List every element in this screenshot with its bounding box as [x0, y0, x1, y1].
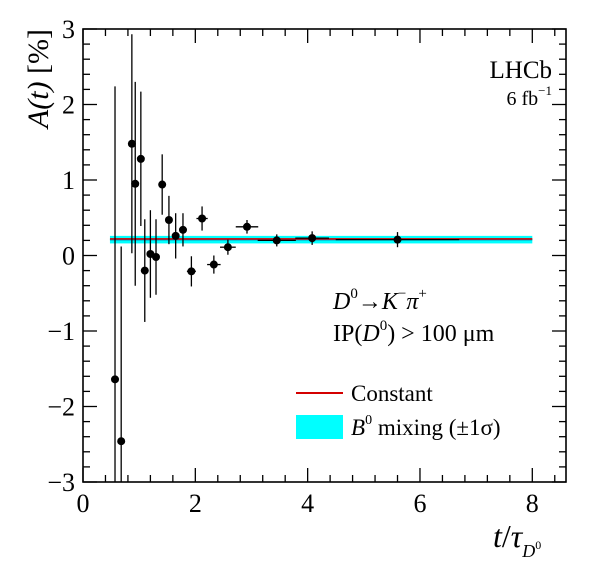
data-point [117, 246, 126, 482]
x-axis-label-main: t [493, 518, 503, 554]
data-points-layer [111, 34, 460, 482]
data-point [257, 234, 296, 247]
data-point-marker [171, 231, 180, 240]
data-point-marker [198, 214, 207, 223]
x-axis-label-tau: τ [511, 518, 524, 554]
data-point-marker [178, 225, 187, 234]
data-point-marker [158, 180, 167, 189]
x-tick-label: 6 [413, 489, 426, 518]
data-point [196, 206, 208, 231]
data-point-marker [223, 243, 232, 252]
y-axis-label: A(t) [%] [22, 29, 55, 130]
data-point-marker [136, 154, 145, 163]
data-point-marker [131, 179, 140, 188]
data-point [127, 34, 136, 254]
data-point [131, 81, 140, 286]
data-point [335, 232, 460, 248]
data-point [152, 219, 161, 295]
y-tick-label: −1 [47, 317, 75, 346]
x-axis-label: t/τD0 [493, 518, 541, 561]
legend: Constant B0 mixing (±1σ) [296, 381, 501, 440]
x-tick-label: 0 [77, 489, 90, 518]
x-axis-label-sep: / [502, 518, 511, 554]
decay-annotation: D0→K−π+ [332, 286, 427, 315]
data-point [178, 213, 187, 247]
data-point [146, 210, 155, 298]
x-axis-label-sub: D [521, 541, 535, 561]
data-point-marker [187, 267, 196, 276]
data-point-marker [393, 235, 402, 244]
data-point-marker [164, 216, 173, 225]
y-tick-label: 3 [62, 15, 75, 44]
legend-label-constant: Constant [351, 381, 433, 406]
data-point [158, 154, 167, 215]
data-point [295, 231, 329, 245]
data-point-marker [140, 266, 149, 275]
data-point [164, 195, 173, 245]
data-point-marker [272, 236, 281, 245]
y-tick-label: −3 [47, 468, 75, 497]
experiment-label: LHCb [490, 57, 553, 84]
legend-swatch-mixing [296, 415, 343, 439]
x-tick-label: 4 [301, 489, 314, 518]
y-tick-label: 0 [62, 242, 75, 271]
data-point-marker [242, 222, 251, 231]
x-axis-label-subsup: 0 [535, 538, 541, 552]
mixing-band-layer [109, 235, 533, 244]
x-tick-label: 2 [189, 489, 202, 518]
data-point [207, 255, 221, 274]
cut-annotation: IP(D0) > 100 μm [333, 318, 495, 347]
data-point-marker [209, 260, 218, 269]
data-point [171, 213, 180, 259]
axis-ticks [82, 28, 566, 483]
data-point [186, 256, 196, 287]
y-axis-label-unit: [%] [22, 29, 55, 74]
legend-label-mixing: B0 mixing (±1σ) [351, 413, 501, 440]
y-tick-label: 1 [62, 166, 75, 195]
data-point-marker [152, 253, 161, 262]
data-point [220, 239, 236, 255]
data-point [111, 86, 120, 482]
y-tick-label: 2 [62, 91, 75, 120]
data-point [140, 219, 149, 322]
luminosity-label: 6 fb−1 [506, 83, 552, 110]
data-point [136, 91, 145, 227]
y-tick-label: −2 [47, 393, 75, 422]
data-point [235, 220, 259, 234]
y-axis-label-main: A(t) [22, 81, 55, 130]
svg-text:A(t) [%]: A(t) [%] [22, 29, 55, 130]
data-point-marker [117, 437, 126, 446]
luminosity-exp: −1 [538, 83, 552, 98]
axis-tick-labels: 0 2 4 6 8 −3 −2 −1 0 1 2 3 [47, 15, 538, 518]
x-tick-label: 8 [526, 489, 539, 518]
data-point-marker [127, 139, 136, 148]
luminosity-value: 6 fb [506, 88, 538, 110]
data-point-marker [111, 375, 120, 384]
data-point-marker [308, 234, 317, 243]
